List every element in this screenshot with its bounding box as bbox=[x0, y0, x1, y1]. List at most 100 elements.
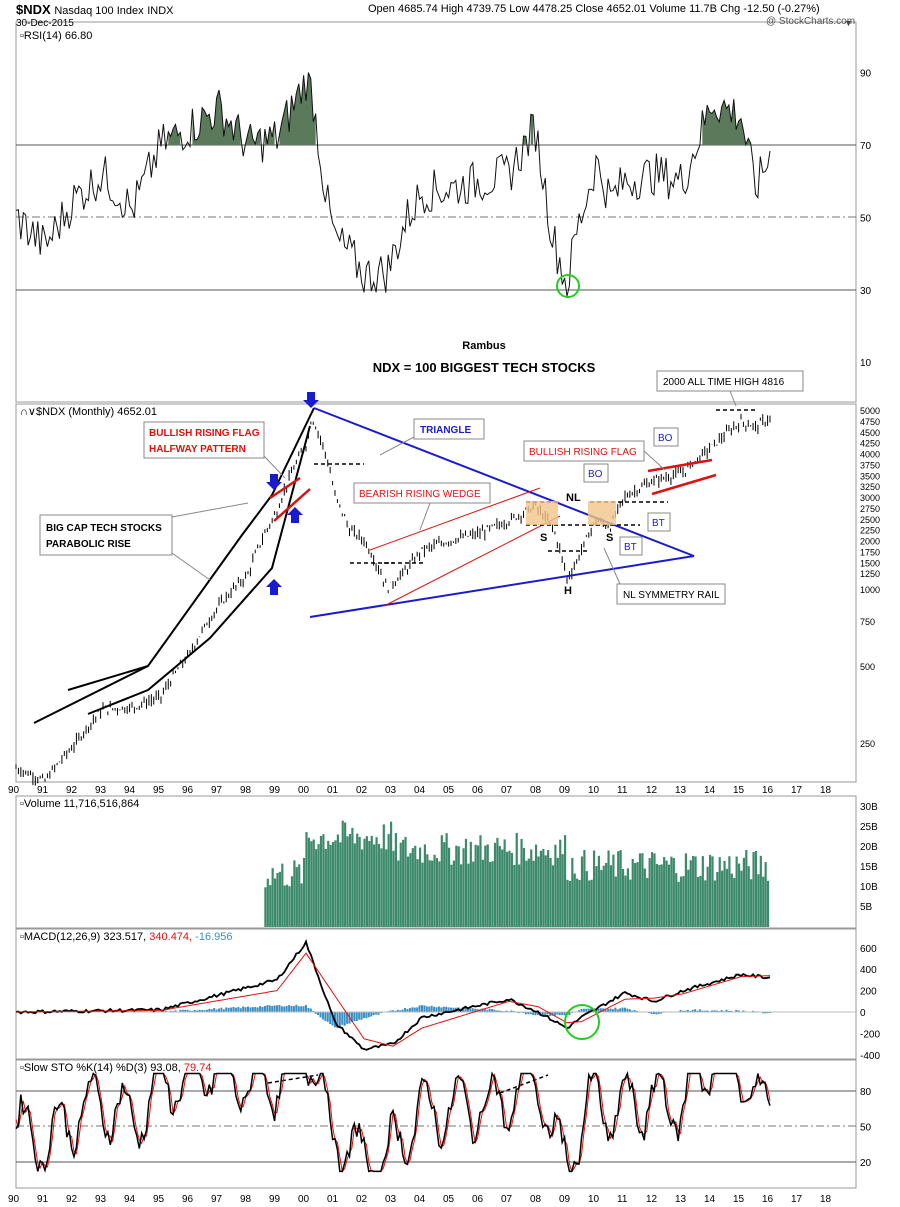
volume-bar bbox=[455, 845, 458, 927]
macd-hist-bar bbox=[196, 1010, 199, 1012]
macd-hist-bar bbox=[324, 1012, 327, 1021]
volume-bar bbox=[602, 865, 605, 927]
volume-bar bbox=[423, 844, 426, 927]
macd-hist-bar bbox=[587, 1008, 590, 1012]
volume-bar bbox=[447, 847, 451, 927]
volume-bar bbox=[281, 863, 284, 927]
rsi-fill bbox=[192, 90, 241, 145]
x-tick: 14 bbox=[704, 785, 716, 796]
price-tick: 4000 bbox=[860, 450, 880, 460]
x-tick: 98 bbox=[240, 785, 252, 796]
volume-bar bbox=[737, 863, 741, 927]
macd-hist-bar bbox=[537, 1012, 539, 1015]
rsi-fill bbox=[523, 136, 526, 145]
macd-hist-bar bbox=[232, 1006, 235, 1012]
macd-hist-bar bbox=[249, 1007, 252, 1012]
macd-hist-bar bbox=[761, 1012, 764, 1014]
macd-hist-bar bbox=[317, 1012, 320, 1016]
volume-bar bbox=[762, 876, 765, 927]
macd-hist-bar bbox=[486, 1010, 489, 1012]
volume-bar bbox=[699, 875, 702, 927]
x-tick: 93 bbox=[95, 785, 107, 796]
macd-hist-bar bbox=[686, 1009, 689, 1012]
volume-bar bbox=[518, 864, 521, 927]
macd-hist-bar bbox=[703, 1010, 706, 1012]
volume-bar bbox=[348, 833, 352, 927]
volume-bar bbox=[266, 878, 269, 927]
macd-hist-bar bbox=[556, 1012, 559, 1015]
hs-labels: S S H NL bbox=[540, 492, 613, 597]
volume-bar bbox=[750, 879, 753, 927]
macd-hist-bar bbox=[694, 1009, 697, 1012]
macd-hist-bar bbox=[319, 1012, 322, 1018]
macd-hist-bar bbox=[150, 1010, 153, 1012]
price-tick: 500 bbox=[860, 662, 875, 672]
x-tick: 98 bbox=[240, 1194, 252, 1205]
chevron-down-icon[interactable]: ▼ bbox=[844, 18, 853, 28]
volume-bar bbox=[310, 841, 313, 927]
macd-hist-bar bbox=[725, 1009, 728, 1012]
volume-bar bbox=[273, 878, 277, 927]
macd-hist-bar bbox=[271, 1006, 274, 1012]
x-tick: 07 bbox=[501, 1194, 513, 1205]
x-tick: 99 bbox=[269, 1194, 281, 1205]
macd-hist-bar bbox=[295, 1004, 298, 1012]
macd-hist-bar bbox=[423, 1005, 426, 1012]
volume-bar bbox=[385, 849, 388, 927]
macd-hist-bar bbox=[679, 1009, 682, 1012]
volume-axis-ticks: 30B 25B 20B 15B 10B 5B bbox=[860, 802, 878, 913]
volume-bar bbox=[426, 854, 429, 927]
macd-hist-bar bbox=[529, 1012, 532, 1015]
macd-hist-bar bbox=[346, 1012, 349, 1024]
x-tick: 92 bbox=[66, 1194, 78, 1205]
sto-tick: 80 bbox=[860, 1087, 872, 1098]
macd-hist-bar bbox=[442, 1006, 445, 1012]
price-tick: 2750 bbox=[860, 504, 880, 514]
volume-bar bbox=[520, 838, 523, 927]
volume-bar bbox=[479, 835, 482, 927]
volume-bars bbox=[264, 820, 770, 927]
macd-hist-bar bbox=[251, 1007, 254, 1012]
volume-bar bbox=[302, 857, 306, 927]
x-tick: 00 bbox=[298, 785, 310, 796]
macd-line bbox=[15, 938, 771, 1051]
macd-hist-bar bbox=[278, 1004, 281, 1012]
macd-hist-bar bbox=[186, 1009, 189, 1012]
macd-hist-bar bbox=[628, 1009, 631, 1012]
svg-text:BEARISH RISING WEDGE: BEARISH RISING WEDGE bbox=[359, 489, 481, 500]
volume-bar bbox=[764, 862, 767, 927]
volume-bar bbox=[360, 849, 364, 927]
svg-text:H: H bbox=[564, 585, 572, 597]
volume-bar bbox=[525, 860, 528, 927]
blue-arrows bbox=[266, 392, 319, 595]
macd-hist-bar bbox=[418, 1005, 421, 1012]
macd-hist-bar bbox=[389, 1010, 392, 1012]
price-tick: 2500 bbox=[860, 515, 880, 525]
volume-bar bbox=[327, 840, 330, 927]
macd-hist-bar bbox=[464, 1007, 467, 1012]
macd-hist-bar bbox=[273, 1005, 276, 1012]
volume-bar bbox=[307, 837, 310, 927]
sto-tick: 20 bbox=[860, 1158, 872, 1169]
sto-d-line bbox=[15, 1072, 771, 1173]
price-tick: 3500 bbox=[860, 471, 880, 481]
volume-bar bbox=[457, 846, 460, 927]
macd-hist-bar bbox=[290, 1005, 293, 1012]
macd-hist-bar bbox=[312, 1010, 315, 1012]
header-ohlc: Open 4685.74 High 4739.75 Low 4478.25 Cl… bbox=[368, 3, 820, 15]
macd-hist-bar bbox=[408, 1008, 411, 1012]
x-tick: 15 bbox=[733, 785, 745, 796]
annotation-high: 2000 ALL TIME HIGH 4816 bbox=[656, 370, 804, 407]
volume-bar bbox=[462, 848, 465, 927]
volume-bar bbox=[505, 851, 509, 927]
macd-hist-bar bbox=[338, 1012, 341, 1027]
volume-bar bbox=[675, 873, 678, 927]
rsi-overbought-fills bbox=[168, 72, 751, 145]
svg-text:BO: BO bbox=[658, 433, 673, 444]
macd-hist-bar bbox=[648, 1012, 651, 1014]
macd-hist-bar bbox=[377, 1012, 380, 1015]
volume-bar bbox=[701, 856, 704, 927]
volume-bar bbox=[634, 863, 637, 927]
svg-text:NL SYMMETRY RAIL: NL SYMMETRY RAIL bbox=[623, 590, 720, 601]
volume-bar bbox=[467, 863, 470, 927]
